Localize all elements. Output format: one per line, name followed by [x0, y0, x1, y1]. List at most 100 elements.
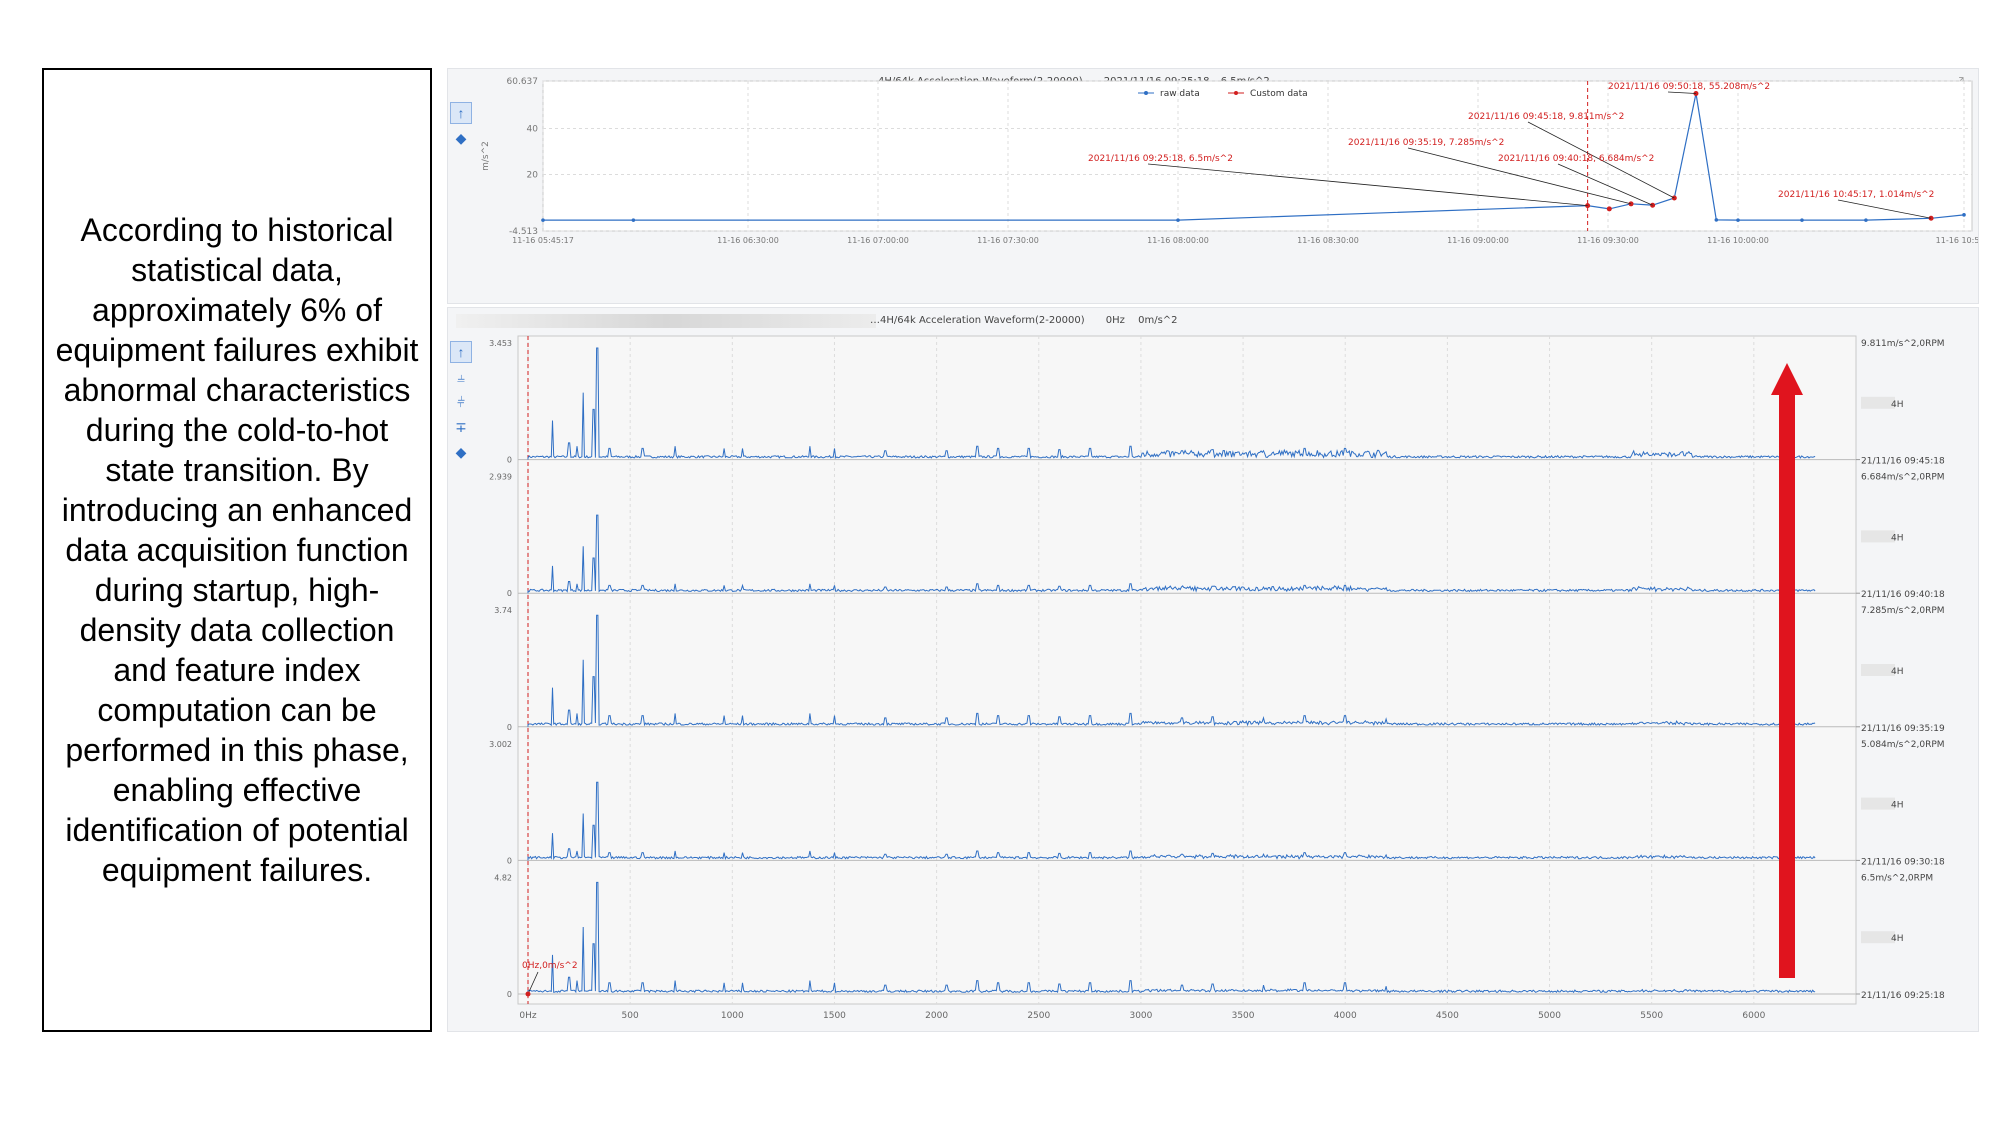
spectrum-row-ymax: 3.453	[489, 339, 512, 348]
raw-data-point	[1736, 218, 1740, 222]
spectrum-row-time: 21/11/16 09:40:18	[1861, 590, 1945, 600]
spectrum-chart: 0Hz 500 1000 1500 2000 2500 3000 3500 4000 4500 50…	[489, 335, 1945, 1021]
spectrum-cursor-leader	[527, 971, 539, 995]
spectrum-row-channel: 4H	[1891, 533, 1904, 543]
redacted-channel-box	[1861, 396, 1895, 409]
spectrum-trace	[527, 781, 1816, 861]
trend-x-tick-label: 11-16 08:30:00	[1297, 236, 1359, 245]
trend-x-tick-label: 11-16 09:00:00	[1447, 236, 1509, 245]
spectrum-title: …4H/64k Acceleration Waveform(2-20000)	[870, 315, 1085, 326]
raw-data-point	[1962, 213, 1966, 217]
raw-data-point	[1176, 218, 1180, 222]
trend-x-tick-label: 11-16 06:30:00	[717, 236, 779, 245]
trend-annotation: 2021/11/16 10:45:17, 1.014m/s^2	[1778, 190, 1934, 200]
trend-x-tick-label: 11-16 05:45:17	[512, 236, 574, 245]
raw-data-point	[1800, 218, 1804, 222]
spectrum-x-tick-label: 2000	[925, 1011, 948, 1021]
legend-raw-label: raw data	[1160, 89, 1200, 99]
redacted-label	[456, 314, 876, 328]
spectrum-x-tick-label: 4000	[1334, 1011, 1357, 1021]
spectrum-cursor-icon[interactable]: ↑	[450, 341, 472, 363]
redacted-channel-box	[1861, 530, 1895, 543]
spectrum-row-channel: 4H	[1891, 667, 1904, 677]
trend-annotation: 2021/11/16 09:45:18, 9.811m/s^2	[1468, 112, 1624, 122]
trend-annotation: 2021/11/16 09:50:18, 55.208m/s^2	[1608, 82, 1770, 92]
spectrum-plot-area	[517, 335, 1857, 1005]
description-text: According to historical statistical data…	[55, 212, 419, 888]
raw-data-point	[1714, 218, 1719, 222]
trend-y-tick-label: 60.637	[507, 77, 539, 87]
multi-cursor-icon[interactable]: ⫨	[457, 368, 465, 385]
trend-arrow-shaft	[1779, 393, 1795, 978]
legend-raw-marker	[1144, 91, 1148, 95]
spectrum-cursor-annotation: 0Hz,0m/s^2	[522, 961, 578, 971]
spectrum-panel-title: …4H/64k Acceleration Waveform(2-20000) 0…	[870, 315, 1178, 326]
annotation-leader	[1147, 163, 1588, 207]
trend-x-tick-label: 11-16 09:30:00	[1577, 236, 1639, 245]
trend-y-tick-label: 20	[527, 171, 539, 181]
spectrum-panel: …4H/64k Acceleration Waveform(2-20000) 0…	[447, 307, 1979, 1032]
annotation-leader	[1667, 91, 1696, 94]
annotation-leader	[1527, 121, 1675, 199]
spectrum-value: 0m/s^2	[1138, 315, 1178, 326]
spectrum-row-value-label: 9.811m/s^2,0RPM	[1861, 339, 1945, 349]
spectrum-row-ymax: 2.939	[489, 473, 512, 482]
spectrum-toolbar: ↑ ⫨ ⫩ ∓ ◆	[450, 338, 476, 466]
spectrum-x-tick-label: 3000	[1129, 1011, 1152, 1021]
spectrum-x-tick-label: 1500	[823, 1011, 846, 1021]
spectrum-x-tick-label: 4500	[1436, 1011, 1459, 1021]
spectrum-x-tick-label: 1000	[721, 1011, 744, 1021]
spectrum-trace	[527, 514, 1816, 594]
trend-x-tick-label: 11-16 07:30:00	[977, 236, 1039, 245]
trend-x-tick-label: 11-16 10:53:0	[1936, 236, 1978, 245]
trend-annotation: 2021/11/16 09:25:18, 6.5m/s^2	[1088, 154, 1233, 164]
spectrum-x-tick-label: 2500	[1027, 1011, 1050, 1021]
raw-data-point	[541, 218, 545, 222]
spectrum-row-channel: 4H	[1891, 934, 1904, 944]
custom-data-point	[1693, 90, 1699, 96]
spectrum-freq: 0Hz	[1105, 315, 1125, 326]
legend-custom-marker	[1234, 91, 1238, 95]
spectrum-row-ymin: 0	[507, 723, 512, 732]
spectrum-row-value-label: 5.084m/s^2,0RPM	[1861, 740, 1945, 750]
trend-cursor-icon[interactable]: ↑	[450, 102, 472, 124]
spectrum-row-ymin: 0	[507, 990, 512, 999]
spectrum-row-ymin: 0	[507, 856, 512, 865]
spectrum-row-ymax: 3.002	[489, 740, 512, 749]
spectrum-row-value-label: 7.285m/s^2,0RPM	[1861, 606, 1945, 616]
trend-y-tick-label: 40	[527, 125, 539, 135]
spectrum-trace	[527, 347, 1816, 460]
spectrum-row-ymax: 3.74	[494, 606, 512, 615]
annotation-leader	[1557, 163, 1653, 206]
spectrum-row-value-label: 6.5m/s^2,0RPM	[1861, 873, 1933, 883]
trend-plot-area	[542, 80, 1973, 232]
spectrum-x-tick-label: 5500	[1640, 1011, 1663, 1021]
trend-annotation: 2021/11/16 09:35:19, 7.285m/s^2	[1348, 138, 1504, 148]
trend-arrow-head	[1771, 363, 1803, 395]
diamond-marker-icon[interactable]: ◆	[455, 129, 467, 146]
spectrum-trace	[527, 881, 1816, 994]
spectrum-x-tick-label: 5000	[1538, 1011, 1561, 1021]
trend-toolbar: ↑ ◆	[450, 99, 476, 152]
redacted-channel-box	[1861, 664, 1895, 676]
legend-custom-label: Custom data	[1250, 89, 1308, 99]
spectrum-row-channel: 4H	[1891, 801, 1904, 811]
annotation-leader	[1837, 199, 1932, 219]
spectrum-row-ymin: 0	[507, 456, 512, 465]
trend-y-axis-label: m/s^2	[481, 141, 491, 171]
description-box: According to historical statistical data…	[42, 68, 432, 1032]
redacted-channel-box	[1861, 931, 1895, 944]
trend-x-tick-label: 11-16 10:00:00	[1707, 236, 1769, 245]
harmonic-cursor-icon[interactable]: ⫩	[456, 393, 466, 410]
spectrum-row-time: 21/11/16 09:25:18	[1861, 991, 1945, 1001]
spectrum-row-ymin: 0	[507, 589, 512, 598]
sideband-icon[interactable]: ∓	[455, 418, 467, 435]
custom-data-point	[1606, 206, 1612, 212]
annotation-leader	[1407, 147, 1632, 205]
trend-y-tick-label: -4.513	[509, 227, 538, 237]
trend-chart: 11-16 05:45:17 11-16 06:30:00 11-16 07:00:…	[481, 77, 1978, 245]
spectrum-row-time: 21/11/16 09:35:19	[1861, 724, 1945, 734]
diamond-marker-icon[interactable]: ◆	[455, 443, 467, 460]
spectrum-row-ymax: 4.82	[494, 873, 512, 882]
spectrum-x-tick-label: 0Hz	[519, 1011, 536, 1021]
